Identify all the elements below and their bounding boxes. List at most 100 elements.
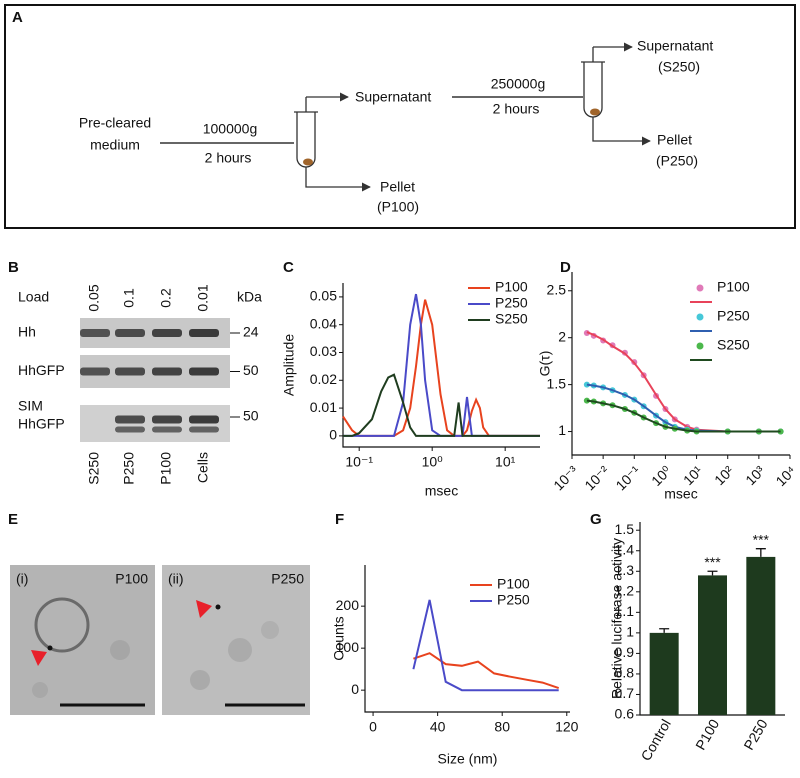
legend-label: P250 <box>717 308 750 324</box>
supernatant-label: Supernatant <box>355 89 431 105</box>
legend-swatch <box>696 313 704 321</box>
lane-label: P250 <box>121 452 137 485</box>
y-tick-label: 200 <box>336 597 360 613</box>
blot-band <box>80 329 110 337</box>
blot-band <box>152 329 182 337</box>
y-tick-label: 0.02 <box>310 371 337 387</box>
y-tick-label: 2 <box>558 328 566 344</box>
y-tick-label: 1.3 <box>615 562 635 578</box>
supernatant-label: Supernatant <box>637 38 713 54</box>
error-bar <box>755 548 766 557</box>
y-tick-label: 0 <box>351 681 359 697</box>
unit-label: kDa <box>237 289 262 305</box>
legend-label: S250 <box>495 311 528 327</box>
x-tick-label: 10⁻¹ <box>345 454 373 470</box>
line <box>343 373 540 437</box>
bar <box>649 632 679 715</box>
line <box>412 599 559 692</box>
y-tick-label: 0.03 <box>310 343 337 359</box>
marker-label: 50 <box>243 362 259 378</box>
load-value: 0.01 <box>195 284 211 311</box>
y-tick-label: 0.05 <box>310 288 337 304</box>
y-tick-label: 0.7 <box>615 685 635 701</box>
micrograph <box>10 565 155 715</box>
x-tick-label: 10⁻¹ <box>612 462 643 493</box>
x-tick-label: 10⁰ <box>422 454 444 470</box>
micrograph <box>162 565 310 715</box>
x-tick-label: P100 <box>692 716 722 753</box>
y-tick-label: 1.2 <box>615 583 635 599</box>
y-tick-label: 0.9 <box>615 644 635 660</box>
axis <box>342 283 540 448</box>
axis <box>364 565 570 713</box>
lane-label: P100 <box>158 452 174 485</box>
panel-label: G <box>590 511 602 528</box>
x-tick-label: 120 <box>555 719 579 735</box>
y-axis-label: G(τ) <box>537 351 553 377</box>
blot-band <box>189 367 219 376</box>
legend-label: P250 <box>497 592 530 608</box>
bar <box>698 575 727 715</box>
y-tick-label: 0.04 <box>310 315 337 331</box>
legend-label: P250 <box>495 295 528 311</box>
panel-a-frame <box>4 4 796 229</box>
blot-band <box>115 415 145 424</box>
image-index: (ii) <box>168 571 184 587</box>
lane-label: Cells <box>195 452 211 483</box>
panel-label: C <box>283 259 294 276</box>
line <box>413 652 560 690</box>
blot-band <box>189 329 219 337</box>
panel-label: F <box>335 511 344 528</box>
legend-label: P100 <box>717 279 750 295</box>
input-label: medium <box>90 137 140 153</box>
x-axis-label: msec <box>664 486 697 502</box>
input-label: Pre-cleared <box>79 115 151 131</box>
blot-band <box>152 415 182 424</box>
y-axis-label: Amplitude <box>281 334 297 396</box>
y-tick-label: 0.01 <box>310 399 337 415</box>
y-axis-label: Relative luciferase activity <box>609 538 625 699</box>
x-tick-label: Control <box>638 716 674 763</box>
fit-line <box>586 399 781 433</box>
pellet-label: Pellet <box>380 179 415 195</box>
time-label: 2 hours <box>493 101 540 117</box>
row-label: HhGFP <box>18 362 65 378</box>
legend-label: S250 <box>717 337 750 353</box>
blot-band <box>115 329 145 337</box>
image-sample: P100 <box>115 571 148 587</box>
y-tick-label: 0 <box>329 427 337 443</box>
pellet-label: (P250) <box>656 153 698 169</box>
load-value: 0.05 <box>86 284 102 311</box>
y-tick-label: 1.1 <box>615 603 635 619</box>
legend-swatch <box>696 284 704 292</box>
y-axis-label: Counts <box>331 616 347 660</box>
y-tick-label: 100 <box>336 639 360 655</box>
y-tick-label: 1.4 <box>615 541 635 557</box>
speed-label: 250000g <box>491 76 546 92</box>
marker-label: 24 <box>243 324 259 340</box>
y-tick-label: 1 <box>626 624 634 640</box>
x-axis-label: msec <box>425 483 458 499</box>
time-label: 2 hours <box>205 150 252 166</box>
y-tick-label: 0.6 <box>615 706 635 722</box>
load-label: Load <box>18 289 49 305</box>
panel-label: A <box>12 9 23 26</box>
error-bar <box>707 570 718 576</box>
x-tick-label: 10⁻³ <box>550 462 581 493</box>
x-tick-label: P250 <box>740 716 770 753</box>
row-label: HhGFP <box>18 416 65 432</box>
blot-band <box>115 426 145 433</box>
x-tick-label: 40 <box>430 719 446 735</box>
tube <box>294 92 371 192</box>
load-value: 0.1 <box>121 288 137 308</box>
supernatant-label: (S250) <box>658 59 700 75</box>
point <box>583 397 590 404</box>
x-tick-label: 10¹ <box>495 454 516 470</box>
point <box>583 381 590 388</box>
pellet-label: Pellet <box>657 132 692 148</box>
y-tick-label: 1.5 <box>547 375 567 391</box>
bar <box>746 556 776 715</box>
pellet-label: (P100) <box>377 199 419 215</box>
y-tick-label: 1 <box>558 422 566 438</box>
